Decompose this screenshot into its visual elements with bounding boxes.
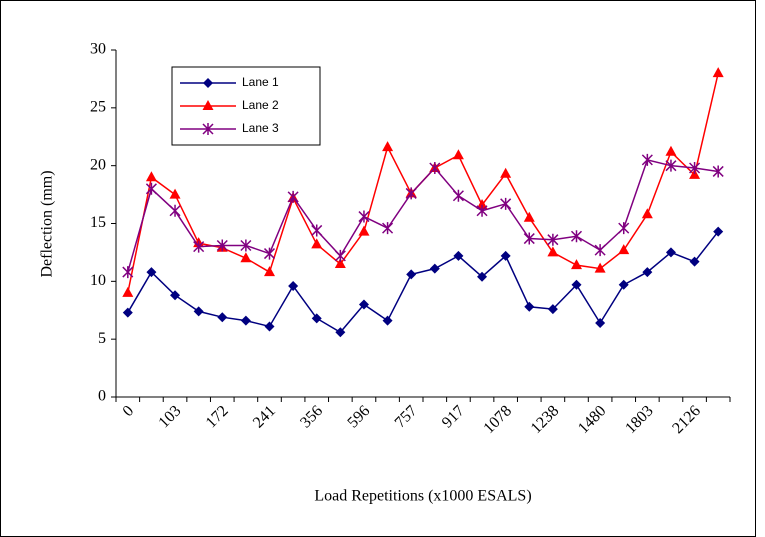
- marker: [570, 230, 583, 243]
- marker: [712, 165, 724, 178]
- x-axis-title: Load Repetitions (x1000 ESALS): [314, 488, 531, 505]
- y-tick-label: 15: [90, 214, 106, 231]
- marker: [334, 249, 346, 262]
- y-axis-title: Deflection (mm): [39, 170, 56, 277]
- marker: [288, 280, 299, 291]
- legend-marker: [203, 78, 213, 88]
- marker: [216, 239, 228, 252]
- marker: [547, 246, 559, 257]
- marker: [358, 299, 369, 310]
- marker: [500, 197, 512, 210]
- y-tick-label: 30: [90, 41, 106, 58]
- marker: [122, 266, 134, 279]
- marker: [311, 313, 322, 324]
- marker: [618, 279, 629, 290]
- marker: [641, 153, 653, 166]
- marker: [335, 327, 346, 338]
- marker: [595, 317, 606, 328]
- marker: [429, 161, 441, 174]
- marker: [264, 321, 275, 332]
- legend-label: Lane 2: [242, 98, 279, 112]
- marker: [452, 189, 464, 202]
- marker: [665, 159, 677, 172]
- marker: [429, 263, 440, 274]
- marker: [122, 286, 134, 297]
- marker: [665, 247, 676, 258]
- marker: [406, 269, 417, 280]
- marker: [382, 141, 394, 152]
- marker: [689, 256, 700, 267]
- marker: [240, 252, 252, 263]
- marker: [712, 67, 724, 78]
- marker: [405, 187, 417, 200]
- marker: [571, 259, 582, 270]
- marker: [193, 240, 205, 253]
- marker: [382, 222, 394, 235]
- marker: [453, 250, 464, 261]
- marker: [145, 182, 157, 195]
- marker: [170, 290, 181, 301]
- marker: [618, 244, 630, 255]
- legend-label: Lane 1: [242, 75, 279, 89]
- legend-marker: [202, 100, 214, 110]
- marker: [193, 306, 204, 317]
- marker: [476, 204, 488, 217]
- marker: [452, 149, 464, 160]
- marker: [122, 307, 133, 318]
- marker: [689, 161, 701, 174]
- marker: [264, 266, 275, 277]
- marker: [476, 198, 488, 209]
- y-tick-label: 25: [90, 99, 106, 116]
- y-tick-label: 0: [98, 388, 106, 405]
- marker: [217, 312, 228, 323]
- marker: [311, 238, 323, 249]
- marker: [240, 315, 251, 326]
- legend-label: Lane 3: [242, 121, 279, 135]
- marker: [263, 247, 276, 260]
- marker: [500, 250, 511, 261]
- y-tick-label: 10: [90, 272, 106, 289]
- marker: [477, 271, 488, 282]
- marker: [618, 222, 630, 235]
- marker: [523, 232, 535, 245]
- marker: [311, 224, 323, 237]
- marker: [523, 211, 535, 222]
- marker: [382, 315, 393, 326]
- marker: [145, 171, 157, 182]
- marker: [169, 188, 181, 199]
- y-tick-label: 5: [98, 330, 106, 347]
- marker: [146, 267, 157, 278]
- marker: [713, 226, 724, 237]
- marker: [594, 262, 606, 273]
- marker: [571, 279, 582, 290]
- marker: [665, 145, 677, 156]
- marker: [358, 225, 370, 236]
- marker: [500, 167, 512, 178]
- marker: [547, 233, 559, 246]
- marker: [642, 267, 653, 278]
- marker: [358, 210, 370, 223]
- marker: [287, 190, 299, 203]
- marker: [524, 301, 535, 312]
- marker: [641, 208, 653, 219]
- legend: Lane 1 Lane 2 Lane 3: [171, 66, 321, 146]
- legend-marker: [202, 123, 214, 135]
- marker: [547, 304, 558, 315]
- marker: [169, 204, 181, 217]
- marker: [240, 239, 252, 252]
- marker: [594, 244, 606, 257]
- y-tick-label: 20: [90, 156, 106, 173]
- marker: [334, 257, 346, 268]
